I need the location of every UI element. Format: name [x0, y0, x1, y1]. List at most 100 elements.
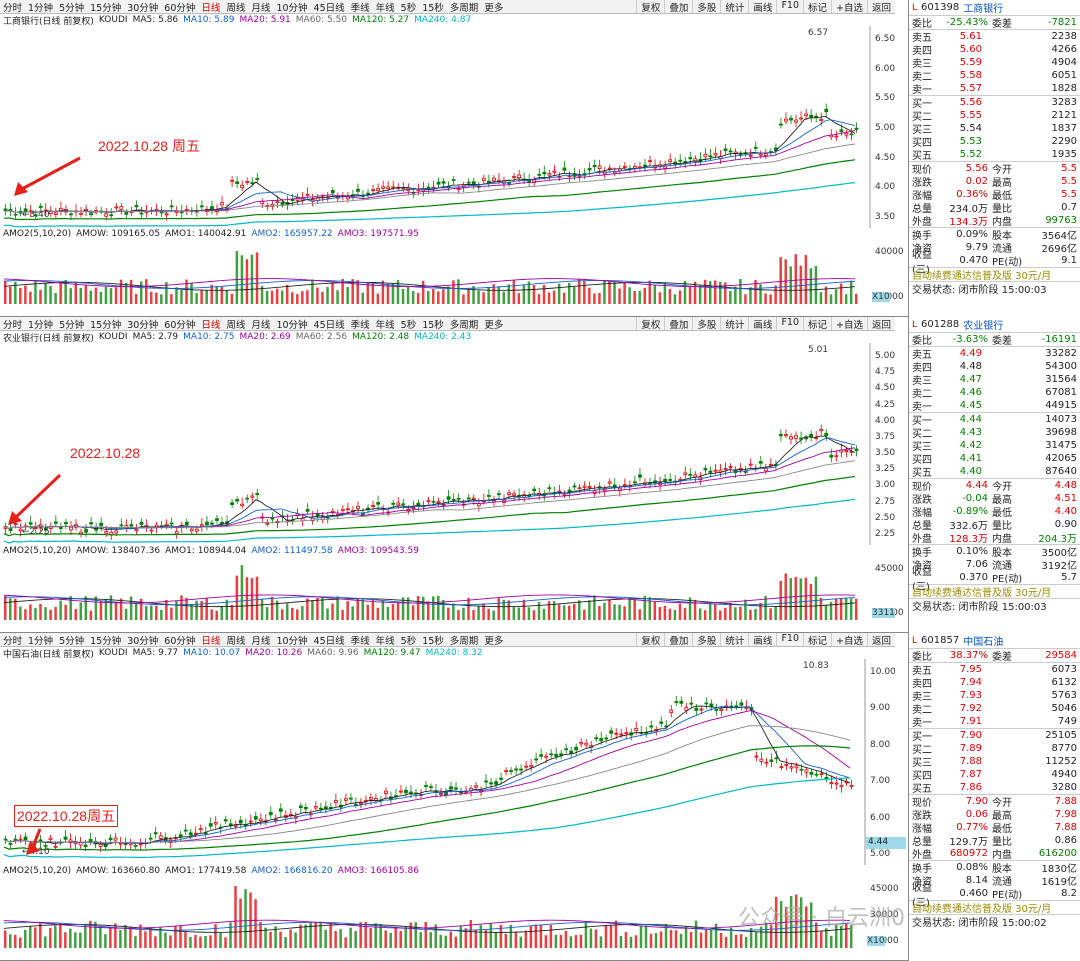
tool-button[interactable]: 复权	[636, 317, 664, 330]
period-tab[interactable]: 多周期	[449, 635, 479, 647]
tool-button[interactable]: 标记	[803, 0, 831, 13]
order-row[interactable]: 买四 7.87 4940	[909, 768, 1080, 782]
order-row[interactable]: 买五 4.40 87640	[909, 465, 1080, 479]
tool-button[interactable]: 画线	[748, 633, 776, 646]
order-row[interactable]: 卖二 4.46 67081	[909, 386, 1080, 400]
period-tab[interactable]: 更多	[484, 319, 504, 331]
period-tab[interactable]: 60分钟	[164, 635, 196, 647]
period-tab[interactable]: 45日线	[313, 2, 345, 14]
period-tab[interactable]: 60分钟	[164, 2, 196, 14]
period-tab[interactable]: 更多	[484, 635, 504, 647]
order-row[interactable]: 卖五 7.95 6073	[909, 663, 1080, 677]
period-tab[interactable]: 15分钟	[90, 319, 122, 331]
stock-name[interactable]: 农业银行	[963, 321, 1004, 332]
tool-button[interactable]: 多股	[692, 0, 720, 13]
price-chart[interactable]	[0, 343, 918, 545]
tool-button[interactable]: 叠加	[664, 633, 692, 646]
period-tab[interactable]: 月线	[251, 2, 271, 14]
period-tab[interactable]: 日线	[201, 2, 221, 14]
period-tab[interactable]: 10分钟	[276, 635, 308, 647]
volume-chart[interactable]	[0, 878, 865, 948]
period-tab[interactable]: 季线	[350, 319, 370, 331]
period-tab[interactable]: 45日线	[313, 635, 345, 647]
period-tab[interactable]: 周线	[226, 635, 246, 647]
tool-button[interactable]: +自选	[831, 633, 867, 646]
period-tab[interactable]: 月线	[251, 319, 271, 331]
order-row[interactable]: 卖一 4.45 44915	[909, 399, 1080, 413]
volume-chart[interactable]	[0, 241, 870, 304]
tool-button[interactable]: 叠加	[664, 317, 692, 330]
order-row[interactable]: 买二 4.43 39698	[909, 426, 1080, 440]
period-tab[interactable]: 分时	[3, 635, 23, 647]
order-row[interactable]: 买一 4.44 14073	[909, 413, 1080, 427]
tool-button[interactable]: 统计	[720, 0, 748, 13]
period-tab[interactable]: 1分钟	[28, 319, 54, 331]
tool-button[interactable]: 返回	[866, 633, 895, 646]
order-row[interactable]: 买四 4.41 42065	[909, 452, 1080, 466]
period-tab[interactable]: 5秒	[400, 635, 417, 647]
order-row[interactable]: 买三 5.54 1837	[909, 122, 1080, 136]
period-tab[interactable]: 15分钟	[90, 2, 122, 14]
order-row[interactable]: 买二 7.89 8770	[909, 742, 1080, 756]
order-row[interactable]: 卖三 4.47 31564	[909, 373, 1080, 387]
period-tab[interactable]: 5分钟	[59, 2, 85, 14]
tool-button[interactable]: 标记	[803, 633, 831, 646]
tool-button[interactable]: 标记	[803, 317, 831, 330]
order-row[interactable]: 买一 7.90 25105	[909, 729, 1080, 743]
period-tab[interactable]: 日线	[201, 319, 221, 331]
tool-button[interactable]: 画线	[748, 0, 776, 13]
tool-button[interactable]: 叠加	[664, 0, 692, 13]
order-row[interactable]: 卖三 7.93 5763	[909, 689, 1080, 703]
period-tab[interactable]: 60分钟	[164, 319, 196, 331]
period-tab[interactable]: 15秒	[422, 2, 444, 14]
tool-button[interactable]: 画线	[748, 317, 776, 330]
period-tab[interactable]: 1分钟	[28, 635, 54, 647]
tool-button[interactable]: 多股	[692, 317, 720, 330]
order-row[interactable]: 卖二 7.92 5046	[909, 702, 1080, 716]
stock-name[interactable]: 工商银行	[963, 4, 1004, 15]
order-row[interactable]: 卖二 5.58 6051	[909, 69, 1080, 83]
period-tab[interactable]: 月线	[251, 635, 271, 647]
period-tab[interactable]: 5秒	[400, 2, 417, 14]
period-tab[interactable]: 15秒	[422, 319, 444, 331]
period-tab[interactable]: 日线	[201, 635, 221, 647]
period-tab[interactable]: 年线	[375, 635, 395, 647]
tool-button[interactable]: 返回	[866, 0, 895, 13]
order-row[interactable]: 卖四 7.94 6132	[909, 676, 1080, 690]
tool-button[interactable]: +自选	[831, 317, 867, 330]
period-tab[interactable]: 更多	[484, 2, 504, 14]
tool-button[interactable]: F10	[776, 0, 803, 13]
tool-button[interactable]: +自选	[831, 0, 867, 13]
period-tab[interactable]: 周线	[226, 2, 246, 14]
period-tab[interactable]: 1分钟	[28, 2, 54, 14]
tool-button[interactable]: 多股	[692, 633, 720, 646]
order-row[interactable]: 卖三 5.59 4904	[909, 56, 1080, 70]
period-tab[interactable]: 年线	[375, 2, 395, 14]
period-tab[interactable]: 5分钟	[59, 319, 85, 331]
order-row[interactable]: 卖一 7.91 749	[909, 715, 1080, 729]
volume-chart[interactable]	[0, 558, 870, 620]
price-chart[interactable]	[0, 26, 918, 228]
promo-link[interactable]: 自动续费通达信普及版 30元/月	[909, 900, 1080, 915]
period-tab[interactable]: 分时	[3, 319, 23, 331]
order-row[interactable]: 买三 7.88 11252	[909, 755, 1080, 769]
period-tab[interactable]: 多周期	[449, 2, 479, 14]
order-row[interactable]: 卖四 4.48 54300	[909, 360, 1080, 374]
order-row[interactable]: 买四 5.53 2290	[909, 135, 1080, 149]
order-row[interactable]: 卖一 5.57 1828	[909, 82, 1080, 96]
stock-name[interactable]: 中国石油	[963, 637, 1004, 648]
order-row[interactable]: 卖五 5.61 2238	[909, 30, 1080, 44]
tool-button[interactable]: 复权	[636, 0, 664, 13]
period-tab[interactable]: 周线	[226, 319, 246, 331]
period-tab[interactable]: 30分钟	[127, 2, 159, 14]
order-row[interactable]: 买一 5.56 3283	[909, 96, 1080, 110]
period-tab[interactable]: 5秒	[400, 319, 417, 331]
tool-button[interactable]: 返回	[866, 317, 895, 330]
order-row[interactable]: 卖四 5.60 4266	[909, 43, 1080, 57]
period-tab[interactable]: 15分钟	[90, 635, 122, 647]
period-tab[interactable]: 5分钟	[59, 635, 85, 647]
tool-button[interactable]: 统计	[720, 633, 748, 646]
promo-link[interactable]: 自动续费通达信普及版 30元/月	[909, 267, 1080, 282]
period-tab[interactable]: 10分钟	[276, 2, 308, 14]
tool-button[interactable]: F10	[776, 317, 803, 330]
